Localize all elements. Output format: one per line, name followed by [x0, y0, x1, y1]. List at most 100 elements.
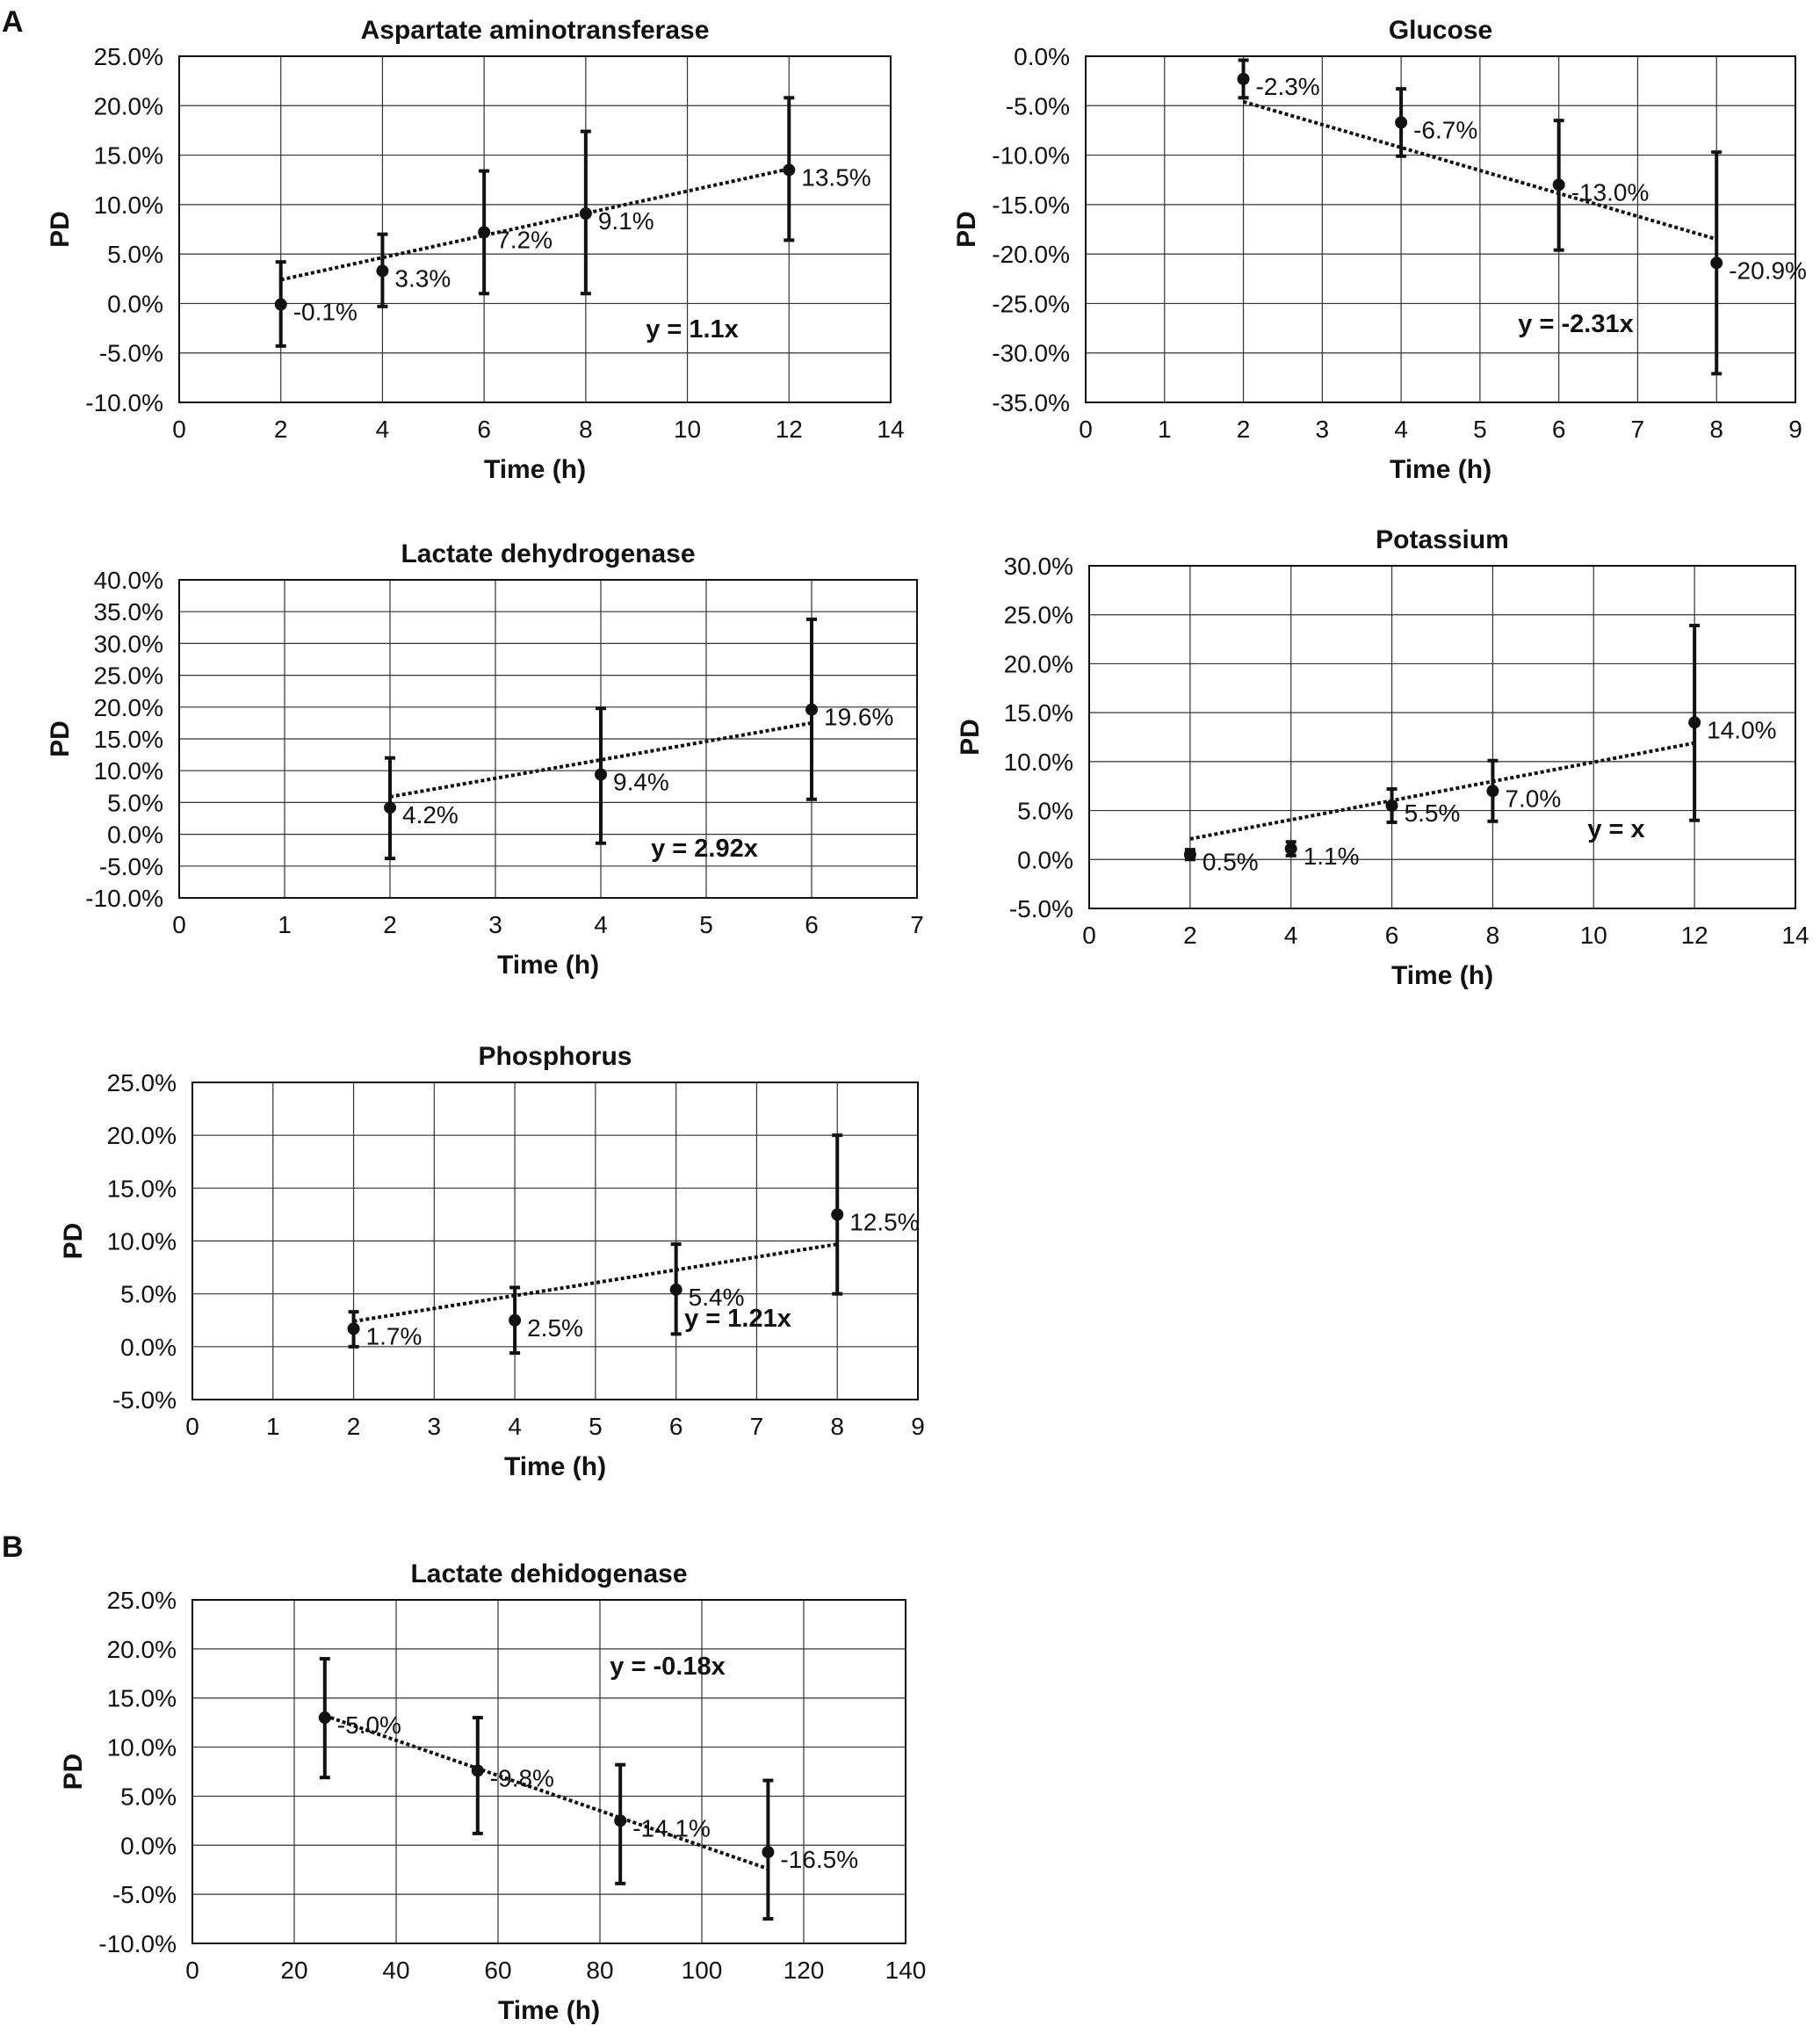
y-tick-label: -5.0%	[112, 1386, 177, 1414]
y-axis-label: PD	[46, 720, 75, 757]
data-label: -20.9%	[1729, 257, 1807, 284]
x-tick-label: 120	[784, 1957, 825, 1984]
x-tick-label: 14	[877, 416, 904, 443]
data-point	[471, 1764, 484, 1777]
plot-frame	[1085, 55, 1796, 403]
y-tick-label: 25.0%	[94, 43, 163, 70]
regression-equation: y = x	[1587, 815, 1644, 843]
data-label: 1.1%	[1304, 843, 1360, 870]
x-tick-label: 10	[674, 416, 701, 443]
plot-frame	[191, 1082, 919, 1400]
chart-1: Glucose 0 1 2 3 4 5 6 7 8 9 -35.0% -30.0% -25.0% -20.0…	[952, 16, 1807, 484]
x-tick-label: 7	[750, 1413, 764, 1440]
data-point	[376, 264, 389, 278]
data-label: 5.4%	[689, 1284, 745, 1311]
y-tick-label: 30.0%	[1004, 553, 1073, 580]
data-point	[1183, 848, 1196, 861]
chart-title: Lactate dehidogenase	[410, 1559, 687, 1588]
data-label: 5.5%	[1405, 799, 1461, 827]
x-tick-label: 8	[830, 1413, 844, 1440]
x-axis-label: Time (h)	[498, 1996, 600, 2025]
x-tick-label: 6	[1552, 416, 1566, 443]
data-point	[347, 1322, 360, 1335]
x-tick-label: 6	[805, 911, 819, 938]
chart-2: Lactate dehydrogenase 0 1 2 3 4 5 6 7 -10.0% -5.0%…	[46, 539, 924, 980]
data-label: 7.2%	[496, 226, 552, 253]
trendline	[389, 720, 812, 799]
y-axis-label: PD	[952, 211, 981, 248]
plot-frame	[178, 579, 918, 899]
data-point	[384, 801, 396, 814]
panel-letter-b: B	[2, 1530, 24, 1564]
x-tick-label: 1	[278, 911, 292, 938]
chart-title: Glucose	[1389, 16, 1492, 45]
data-label: 1.7%	[366, 1322, 422, 1349]
data-point	[1486, 785, 1499, 798]
x-tick-label: 2	[1183, 922, 1197, 949]
y-axis-label: PD	[59, 1754, 88, 1791]
x-tick-label: 0	[185, 1413, 199, 1440]
y-tick-label: 5.0%	[107, 241, 163, 268]
y-axis-label: PD	[59, 1223, 88, 1260]
y-tick-label: 20.0%	[107, 1122, 177, 1149]
data-point	[1385, 799, 1398, 812]
data-point	[274, 298, 287, 311]
y-tick-label: 25.0%	[1004, 602, 1073, 629]
y-tick-label: 30.0%	[94, 630, 163, 657]
y-tick-label: 15.0%	[94, 142, 163, 170]
data-point	[1395, 116, 1408, 129]
y-tick-label: -35.0%	[992, 389, 1070, 416]
x-tick-label: 9	[911, 1413, 925, 1440]
y-tick-label: 15.0%	[1004, 699, 1073, 727]
data-point	[1710, 257, 1723, 270]
data-label: -0.1%	[293, 299, 358, 326]
chart-title: Phosphorus	[478, 1042, 632, 1071]
x-tick-label: 0	[172, 416, 186, 443]
data-label: 4.2%	[402, 801, 459, 828]
y-tick-label: 5.0%	[107, 789, 163, 816]
data-point	[1237, 72, 1250, 85]
x-tick-label: 20	[280, 1957, 307, 1984]
chart-title: Aspartate aminotransferase	[361, 16, 710, 45]
panel-letter-a: A	[2, 5, 24, 39]
y-tick-label: 10.0%	[94, 192, 163, 219]
x-tick-label: 12	[1681, 922, 1708, 949]
x-tick-label: 4	[1284, 922, 1298, 949]
x-tick-label: 5	[1473, 416, 1487, 443]
data-point	[595, 768, 607, 781]
x-tick-label: 4	[376, 416, 390, 443]
data-label: 2.5%	[527, 1314, 583, 1342]
y-tick-label: 5.0%	[1017, 798, 1073, 825]
regression-equation: y = -2.31x	[1518, 310, 1633, 338]
x-tick-label: 0	[172, 911, 186, 938]
y-tick-label: 20.0%	[94, 694, 163, 721]
plot-frame	[178, 55, 892, 403]
x-axis-label: Time (h)	[484, 455, 586, 484]
x-tick-label: 80	[586, 1957, 613, 1984]
chart-3: Potassium 0 2 4 6 8 10 12 14 -5.0% 0.0% 5.0% 10.0% 15…	[956, 525, 1809, 990]
trendline	[324, 1713, 769, 1870]
data-label: 3.3%	[394, 264, 451, 292]
x-axis-label: Time (h)	[497, 951, 599, 980]
data-label: 14.0%	[1707, 716, 1776, 743]
x-tick-label: 8	[579, 416, 593, 443]
x-tick-label: 1	[266, 1413, 280, 1440]
y-tick-label: -5.0%	[99, 853, 163, 880]
x-tick-label: 8	[1709, 416, 1723, 443]
x-tick-label: 40	[382, 1957, 409, 1984]
y-tick-label: 10.0%	[107, 1734, 177, 1762]
chart-title: Lactate dehydrogenase	[401, 539, 695, 568]
data-label: 9.4%	[613, 769, 669, 796]
y-tick-label: 0.0%	[120, 1832, 177, 1859]
x-tick-label: 2	[1237, 416, 1251, 443]
y-tick-label: 25.0%	[107, 1587, 177, 1614]
y-axis-label: PD	[956, 719, 985, 756]
y-tick-label: 25.0%	[107, 1069, 177, 1096]
y-tick-label: 10.0%	[94, 757, 163, 785]
x-tick-label: 2	[383, 911, 397, 938]
x-tick-label: 4	[594, 911, 608, 938]
x-tick-label: 4	[1394, 416, 1408, 443]
y-tick-label: -15.0%	[992, 192, 1070, 219]
y-tick-label: 0.0%	[107, 290, 163, 317]
